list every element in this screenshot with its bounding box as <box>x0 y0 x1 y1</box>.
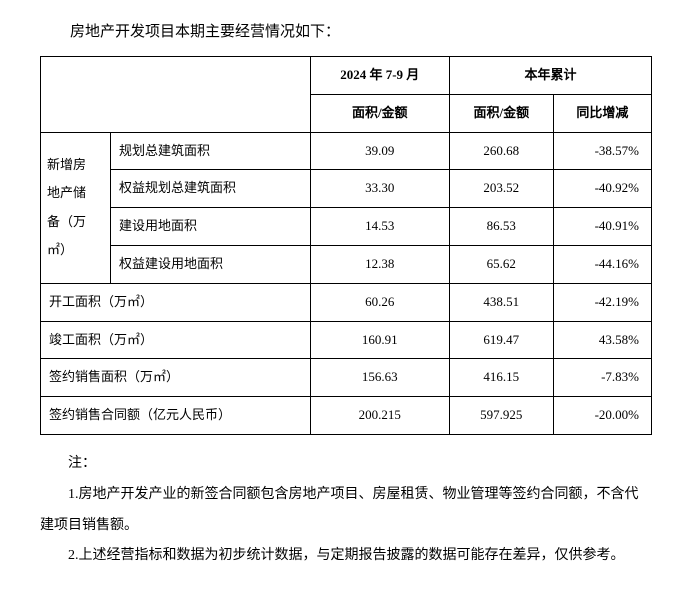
cell-ytd: 438.51 <box>449 283 553 321</box>
header-area2: 面积/金额 <box>449 94 553 132</box>
table-row: 权益规划总建筑面积 33.30 203.52 -40.92% <box>41 170 652 208</box>
cell-yoy: -38.57% <box>553 132 651 170</box>
cell-q: 39.09 <box>310 132 449 170</box>
cell-ytd: 597.925 <box>449 397 553 435</box>
cell-q: 14.53 <box>310 208 449 246</box>
cell-yoy: -40.91% <box>553 208 651 246</box>
header-period: 2024 年 7-9 月 <box>310 57 449 95</box>
cell-yoy: -44.16% <box>553 245 651 283</box>
cell-q: 60.26 <box>310 283 449 321</box>
table-row: 开工面积（万㎡） 60.26 438.51 -42.19% <box>41 283 652 321</box>
main-table: 2024 年 7-9 月 本年累计 面积/金额 面积/金额 同比增减 新增房 地… <box>40 56 652 435</box>
header-ytd: 本年累计 <box>449 57 651 95</box>
cell-yoy: -20.00% <box>553 397 651 435</box>
group-label: 新增房 地产储 备（万 ㎡） <box>41 132 111 283</box>
table-row: 权益建设用地面积 12.38 65.62 -44.16% <box>41 245 652 283</box>
intro-text: 房地产开发项目本期主要经营情况如下： <box>40 20 652 44</box>
notes-title: 注： <box>40 449 652 480</box>
table-row: 签约销售面积（万㎡） 156.63 416.15 -7.83% <box>41 359 652 397</box>
row-label: 签约销售面积（万㎡） <box>41 359 311 397</box>
notes-section: 注： 1.房地产开发产业的新签合同额包含房地产项目、房屋租赁、物业管理等签约合同… <box>40 449 652 572</box>
table-row: 新增房 地产储 备（万 ㎡） 规划总建筑面积 39.09 260.68 -38.… <box>41 132 652 170</box>
header-area1: 面积/金额 <box>310 94 449 132</box>
cell-yoy: -42.19% <box>553 283 651 321</box>
cell-q: 156.63 <box>310 359 449 397</box>
cell-ytd: 260.68 <box>449 132 553 170</box>
row-label: 建设用地面积 <box>111 208 311 246</box>
row-label: 权益规划总建筑面积 <box>111 170 311 208</box>
cell-q: 200.215 <box>310 397 449 435</box>
note-1: 1.房地产开发产业的新签合同额包含房地产项目、房屋租赁、物业管理等签约合同额，不… <box>40 480 652 542</box>
cell-q: 33.30 <box>310 170 449 208</box>
cell-ytd: 86.53 <box>449 208 553 246</box>
cell-ytd: 65.62 <box>449 245 553 283</box>
cell-yoy: -40.92% <box>553 170 651 208</box>
note-2: 2.上述经营指标和数据为初步统计数据，与定期报告披露的数据可能存在差异，仅供参考… <box>40 541 652 572</box>
row-label: 签约销售合同额（亿元人民币） <box>41 397 311 435</box>
row-label: 权益建设用地面积 <box>111 245 311 283</box>
row-label: 规划总建筑面积 <box>111 132 311 170</box>
cell-ytd: 416.15 <box>449 359 553 397</box>
cell-yoy: 43.58% <box>553 321 651 359</box>
header-blank <box>41 57 311 133</box>
cell-q: 160.91 <box>310 321 449 359</box>
table-row: 建设用地面积 14.53 86.53 -40.91% <box>41 208 652 246</box>
cell-ytd: 619.47 <box>449 321 553 359</box>
row-label: 竣工面积（万㎡） <box>41 321 311 359</box>
row-label: 开工面积（万㎡） <box>41 283 311 321</box>
table-row: 签约销售合同额（亿元人民币） 200.215 597.925 -20.00% <box>41 397 652 435</box>
cell-yoy: -7.83% <box>553 359 651 397</box>
cell-ytd: 203.52 <box>449 170 553 208</box>
table-row: 竣工面积（万㎡） 160.91 619.47 43.58% <box>41 321 652 359</box>
header-yoy: 同比增减 <box>553 94 651 132</box>
cell-q: 12.38 <box>310 245 449 283</box>
